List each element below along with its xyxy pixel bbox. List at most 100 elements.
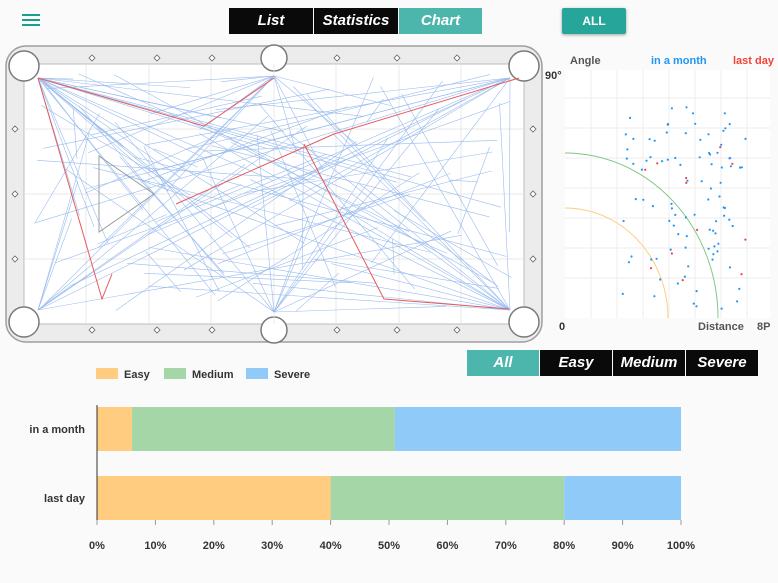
scatter-point xyxy=(679,163,682,166)
bar-segment-medium xyxy=(132,407,395,451)
scatter-point xyxy=(744,137,747,140)
scatter-point xyxy=(731,224,734,228)
shot-line xyxy=(252,98,467,208)
shot-line xyxy=(509,77,511,233)
angle-max-label: 90° xyxy=(545,70,562,82)
shot-line xyxy=(114,121,275,313)
scatter-point xyxy=(729,165,732,168)
pocket-bottom-right xyxy=(508,306,540,338)
scatter-point xyxy=(710,163,713,166)
hamburger-menu-icon[interactable] xyxy=(22,14,40,28)
legend-label-medium: Medium xyxy=(192,369,234,381)
scatter-point xyxy=(695,305,698,308)
scatter-point xyxy=(624,133,627,136)
filter-severe[interactable]: Severe xyxy=(686,350,758,376)
legend-easy: Easy xyxy=(96,368,150,381)
scatter-point xyxy=(716,250,719,253)
x-tick-label: 0% xyxy=(89,540,105,552)
shot-line xyxy=(37,77,191,88)
easy-threshold-arc xyxy=(565,207,669,319)
scatter-point-day xyxy=(670,252,673,255)
filter-easy[interactable]: Easy xyxy=(540,350,612,376)
shot-line xyxy=(141,106,348,183)
scatter-point xyxy=(707,198,710,201)
shot-line xyxy=(72,108,78,159)
scatter-point xyxy=(695,290,698,293)
legend-swatch-easy xyxy=(96,368,118,379)
tab-statistics[interactable]: Statistics xyxy=(314,8,398,34)
shot-line xyxy=(65,169,275,313)
shot-line xyxy=(217,172,420,302)
shot-line xyxy=(166,75,275,192)
scatter-point xyxy=(645,159,648,162)
scatter-point xyxy=(669,248,672,251)
scatter-point xyxy=(659,278,662,281)
shot-line xyxy=(273,75,297,154)
shot-line xyxy=(47,75,275,89)
scatter-point-day xyxy=(740,273,743,276)
shot-line xyxy=(37,77,216,296)
shot-line xyxy=(301,144,304,270)
scatter-point-day xyxy=(719,146,722,149)
shot-line xyxy=(256,134,275,313)
shot-line xyxy=(332,133,511,311)
scatter-point-day xyxy=(744,238,747,241)
scatter-point xyxy=(716,151,719,154)
shot-line xyxy=(144,77,511,146)
shot-line xyxy=(93,167,431,253)
shot-line xyxy=(150,75,275,115)
shot-line xyxy=(380,86,511,311)
scatter-point-day xyxy=(649,267,653,270)
scatter-point xyxy=(684,246,687,249)
scatter-point xyxy=(649,156,652,159)
shot-line xyxy=(221,75,275,82)
angle-distance-scatter xyxy=(565,70,770,319)
shot-lines-day xyxy=(37,77,520,310)
scatter-point xyxy=(691,112,695,115)
shot-line xyxy=(366,98,384,123)
shot-line xyxy=(217,173,451,265)
shot-line xyxy=(40,104,191,196)
filter-all[interactable]: All xyxy=(467,350,539,376)
scatter-point xyxy=(684,132,687,135)
shot-line xyxy=(44,75,275,305)
scatter-point xyxy=(626,148,629,151)
category-label: last day xyxy=(44,493,86,505)
scatter-point xyxy=(711,258,714,261)
shot-line xyxy=(448,179,478,183)
shot-line xyxy=(37,77,122,145)
scatter-point xyxy=(651,205,654,208)
shot-line xyxy=(156,184,242,222)
shot-line xyxy=(97,214,167,245)
shot-line xyxy=(289,77,511,202)
shot-line xyxy=(127,262,377,284)
x-tick-label: 40% xyxy=(320,540,342,552)
scatter-point xyxy=(728,157,731,160)
scatter-points-month xyxy=(621,106,747,310)
scatter-point xyxy=(634,198,637,201)
x-tick-label: 80% xyxy=(553,540,575,552)
tab-list[interactable]: List xyxy=(229,8,313,34)
scatter-point xyxy=(693,213,696,216)
tab-chart[interactable]: Chart xyxy=(399,8,482,34)
scatter-point xyxy=(718,195,721,198)
shot-line xyxy=(144,273,351,284)
scatter-point xyxy=(713,245,716,248)
scatter-point xyxy=(650,258,653,261)
scatter-point xyxy=(684,216,687,219)
scatter-point xyxy=(738,287,741,290)
shot-line xyxy=(37,77,181,179)
scatter-point xyxy=(687,265,690,268)
scatter-point xyxy=(642,198,645,201)
category-label: in a month xyxy=(29,424,85,436)
angle-axis-label: Angle xyxy=(570,55,601,67)
scatter-point xyxy=(723,112,726,115)
difficulty-bar-chart: in a month last day 0% 10% 20% 30% 40% 50% 60% 70… xyxy=(29,405,695,552)
all-button[interactable]: ALL xyxy=(562,8,626,34)
scatter-point xyxy=(672,224,675,227)
distance-max-label: 8P xyxy=(757,321,771,333)
shot-line xyxy=(37,165,328,311)
scatter-point xyxy=(665,131,668,134)
shot-line xyxy=(43,88,330,149)
filter-medium[interactable]: Medium xyxy=(613,350,685,376)
